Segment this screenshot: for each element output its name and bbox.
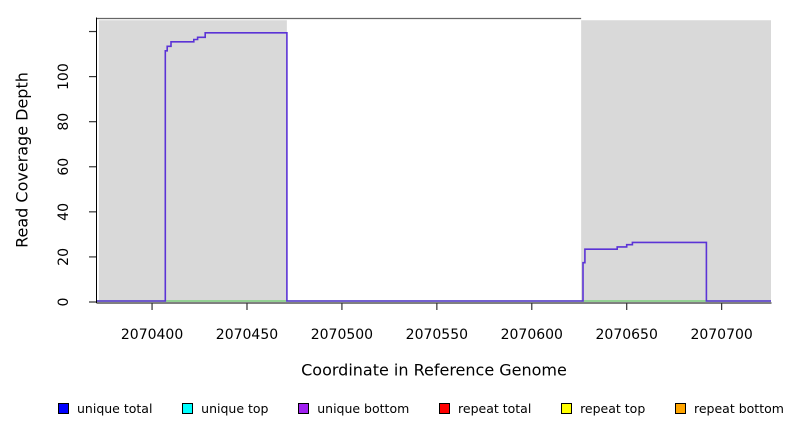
left-shaded-region xyxy=(98,20,287,302)
shaded-regions xyxy=(98,20,771,302)
x-axis-title: Coordinate in Reference Genome xyxy=(301,360,567,380)
x-tick-label: 2070400 xyxy=(121,327,183,343)
legend-item-repeat-bottom: repeat bottom xyxy=(675,401,784,416)
x-tick-label: 2070650 xyxy=(596,327,658,343)
y-tick-label: 20 xyxy=(56,248,72,266)
legend-item-unique-total: unique total xyxy=(58,401,152,416)
unique-coverage-line xyxy=(97,31,771,302)
legend: unique total unique top unique bottom repea… xyxy=(58,399,784,417)
legend-swatch-unique-total xyxy=(58,402,69,414)
legend-item-repeat-total: repeat total xyxy=(439,401,531,416)
x-tick-label: 2070700 xyxy=(690,327,752,343)
x-tick-label: 2070550 xyxy=(406,327,468,343)
legend-swatch-unique-bottom xyxy=(298,402,310,414)
y-tick-label: 40 xyxy=(56,203,72,221)
y-tick-label: 100 xyxy=(56,63,72,90)
legend-label: repeat bottom xyxy=(694,400,784,416)
x-tick-label: 2070600 xyxy=(501,327,563,343)
y-tick-label: 0 xyxy=(56,298,72,307)
legend-label: unique bottom xyxy=(317,400,410,416)
legend-swatch-repeat-total xyxy=(439,402,451,414)
x-axis: 2070400 2070450 2070500 2070550 2070600 20706… xyxy=(96,302,772,343)
legend-label: repeat total xyxy=(458,400,532,416)
x-tick-label: 2070450 xyxy=(216,327,278,343)
y-axis-title: Read Coverage Depth xyxy=(12,72,32,248)
legend-swatch-repeat-top xyxy=(561,402,573,414)
coverage-plot-canvas: 2070400 2070450 2070500 2070550 2070600 20706… xyxy=(56,17,772,343)
y-axis: 0 20 40 60 80 100 xyxy=(56,17,97,307)
legend-label: repeat top xyxy=(580,400,646,416)
legend-item-unique-bottom: unique bottom xyxy=(298,401,409,416)
y-tick-label: 80 xyxy=(56,113,72,131)
legend-item-repeat-top: repeat top xyxy=(561,401,645,416)
legend-swatch-repeat-bottom xyxy=(675,402,686,414)
legend-swatch-unique-top xyxy=(182,402,194,414)
legend-item-unique-top: unique top xyxy=(182,401,268,416)
legend-label: unique total xyxy=(77,400,153,416)
x-tick-label: 2070500 xyxy=(311,327,373,343)
series-lines xyxy=(97,31,771,302)
y-tick-label: 60 xyxy=(56,158,72,176)
right-shaded-region xyxy=(581,20,771,302)
legend-label: unique top xyxy=(201,400,269,416)
